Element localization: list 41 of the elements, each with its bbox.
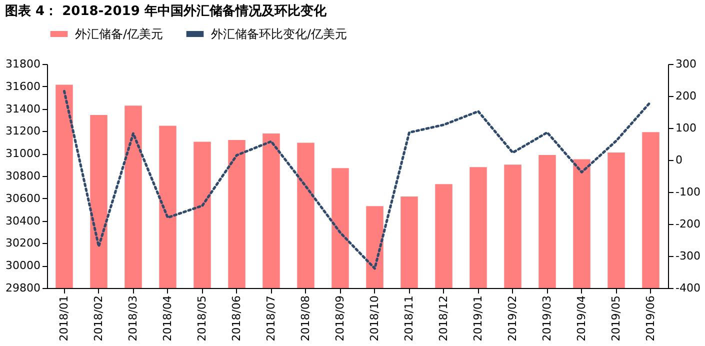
x-tick-label: 2019/05 — [609, 296, 622, 342]
y2-tick-label: -400 — [676, 282, 700, 294]
y2-tick-label: 300 — [676, 58, 696, 70]
x-tick-label: 2019/02 — [506, 296, 519, 342]
legend-label: 外汇储备环比变化/亿美元 — [211, 27, 348, 41]
x-tick-label: 2019/01 — [471, 296, 484, 342]
legend-label: 外汇储备/亿美元 — [75, 27, 164, 41]
y-tick-label: 30000 — [6, 259, 40, 272]
x-tick-label: 2018/12 — [436, 296, 450, 342]
y-tick-label: 29800 — [6, 282, 40, 294]
y-tick-label: 30600 — [6, 192, 40, 205]
x-tick-label: 2018/09 — [333, 296, 346, 342]
y-tick-label: 30400 — [6, 214, 40, 228]
x-tick-label: 2019/06 — [644, 296, 657, 342]
y2-tick-label: -100 — [676, 186, 700, 198]
y-tick-label: 30200 — [6, 236, 40, 250]
x-tick-label: 2018/07 — [264, 296, 278, 342]
y2-tick-label: 200 — [676, 90, 696, 102]
x-tick-label: 2018/10 — [368, 296, 381, 342]
x-tick-label: 2018/05 — [195, 296, 208, 342]
x-tick-label: 2018/04 — [160, 296, 174, 342]
y2-tick-label: -200 — [676, 218, 700, 230]
x-tick-label: 2018/02 — [92, 296, 105, 342]
x-tick-label: 2019/04 — [574, 296, 588, 342]
y2-tick-label: -300 — [676, 250, 700, 262]
y2-tick-label: 0 — [676, 154, 682, 166]
x-tick-label: 2018/08 — [298, 296, 312, 342]
chart-title: 图表 4： 2018-2019 年中国外汇储备情况及环比变化 — [5, 3, 328, 19]
line-series — [63, 90, 652, 270]
y2-tick-label: 100 — [676, 122, 696, 134]
y-tick-label: 31200 — [6, 124, 40, 138]
y-tick-label: 30800 — [6, 170, 40, 182]
x-tick-label: 2019/03 — [540, 296, 554, 342]
x-tick-label: 2018/11 — [402, 296, 416, 342]
y-tick-label: 31400 — [6, 102, 40, 116]
y-tick-label: 31000 — [6, 147, 40, 160]
y-tick-label: 31800 — [6, 58, 40, 70]
x-tick-label: 2018/06 — [230, 296, 243, 342]
x-tick-label: 2018/03 — [126, 296, 140, 342]
x-tick-label: 2018/01 — [57, 296, 70, 342]
y-tick-label: 31600 — [6, 80, 40, 93]
